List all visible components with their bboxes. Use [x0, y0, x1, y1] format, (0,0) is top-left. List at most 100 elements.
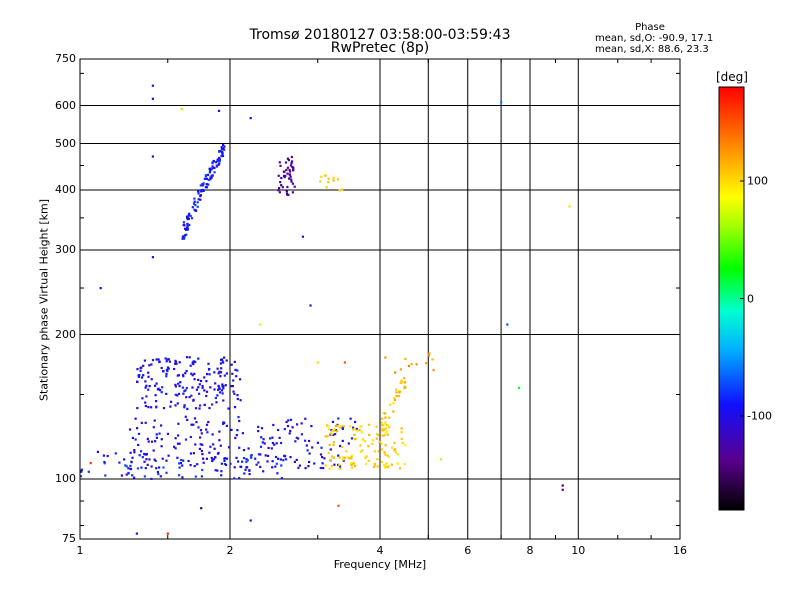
data-point — [146, 463, 149, 466]
data-point — [431, 358, 434, 361]
x-tick-label: 4 — [376, 544, 384, 557]
data-point — [272, 423, 275, 427]
data-point — [176, 442, 180, 445]
data-point — [176, 456, 179, 459]
data-point — [285, 420, 288, 424]
data-point — [393, 441, 396, 444]
data-point — [284, 458, 288, 461]
data-point — [358, 429, 361, 432]
data-point — [506, 323, 509, 326]
data-point — [331, 429, 334, 433]
data-point — [365, 462, 368, 466]
data-point — [341, 188, 344, 191]
data-point — [151, 84, 154, 87]
data-point — [202, 461, 205, 464]
data-point — [174, 362, 177, 365]
data-point — [141, 456, 144, 459]
data-point — [209, 178, 212, 181]
data-point — [205, 177, 209, 180]
data-point — [198, 383, 201, 386]
data-point — [210, 176, 213, 179]
data-point — [223, 145, 226, 148]
data-point — [187, 459, 190, 463]
data-point — [262, 438, 265, 441]
data-point — [211, 403, 214, 406]
data-point — [183, 236, 186, 239]
data-point — [316, 361, 319, 364]
data-point — [194, 475, 197, 478]
data-point — [386, 466, 389, 469]
data-point — [236, 369, 239, 372]
data-point — [283, 170, 286, 173]
data-point — [185, 356, 189, 359]
data-point — [280, 464, 283, 467]
data-point — [155, 436, 158, 439]
data-point — [169, 405, 172, 408]
data-point — [384, 432, 387, 435]
data-point — [189, 452, 192, 455]
data-point — [397, 453, 400, 456]
data-point — [324, 174, 327, 177]
data-point — [425, 362, 428, 365]
data-point — [220, 474, 223, 477]
data-point — [350, 463, 353, 466]
data-point — [159, 389, 162, 392]
data-point — [192, 452, 195, 455]
x-tick-label: 1 — [76, 544, 84, 557]
data-point — [345, 450, 348, 453]
colorbar-ticks — [740, 180, 744, 417]
data-point — [325, 186, 328, 189]
data-point — [80, 470, 83, 473]
data-point — [214, 456, 217, 459]
data-point — [183, 404, 186, 407]
data-point — [225, 457, 229, 460]
data-point — [176, 374, 179, 377]
data-point — [174, 393, 177, 396]
data-point — [164, 357, 167, 360]
data-point — [319, 180, 322, 183]
data-point — [338, 456, 341, 459]
data-point — [392, 402, 395, 405]
data-point — [376, 433, 379, 436]
data-point — [218, 391, 222, 394]
data-point — [114, 452, 117, 455]
data-point — [200, 507, 203, 510]
data-point — [158, 432, 161, 435]
data-point — [177, 434, 180, 437]
data-point — [129, 464, 132, 467]
data-point — [162, 407, 166, 410]
data-point — [384, 444, 387, 447]
data-point — [241, 460, 244, 463]
data-point — [350, 466, 354, 469]
data-point — [211, 165, 214, 168]
data-point — [225, 372, 228, 375]
data-point — [151, 359, 155, 362]
data-point — [338, 464, 341, 467]
colorbar-tick-label: 0 — [747, 292, 754, 305]
data-point — [333, 456, 336, 459]
data-point — [218, 156, 221, 160]
data-point — [246, 459, 249, 462]
x-tick-label: 6 — [464, 544, 472, 557]
data-point — [96, 450, 99, 453]
data-point — [120, 474, 123, 477]
data-point — [398, 391, 401, 394]
data-point — [150, 363, 153, 366]
data-point — [197, 426, 200, 429]
data-point — [289, 429, 292, 433]
data-point — [365, 455, 368, 458]
data-point — [324, 435, 327, 438]
data-point — [151, 97, 154, 100]
data-point — [177, 422, 180, 425]
data-point — [193, 360, 196, 363]
data-point — [291, 426, 294, 429]
data-point — [227, 407, 230, 410]
data-point — [277, 174, 280, 177]
data-point — [255, 463, 258, 466]
data-point — [155, 406, 158, 409]
data-point — [395, 391, 398, 394]
data-point — [223, 459, 226, 462]
data-point — [87, 470, 90, 473]
data-point — [137, 443, 140, 447]
data-point — [152, 449, 155, 452]
